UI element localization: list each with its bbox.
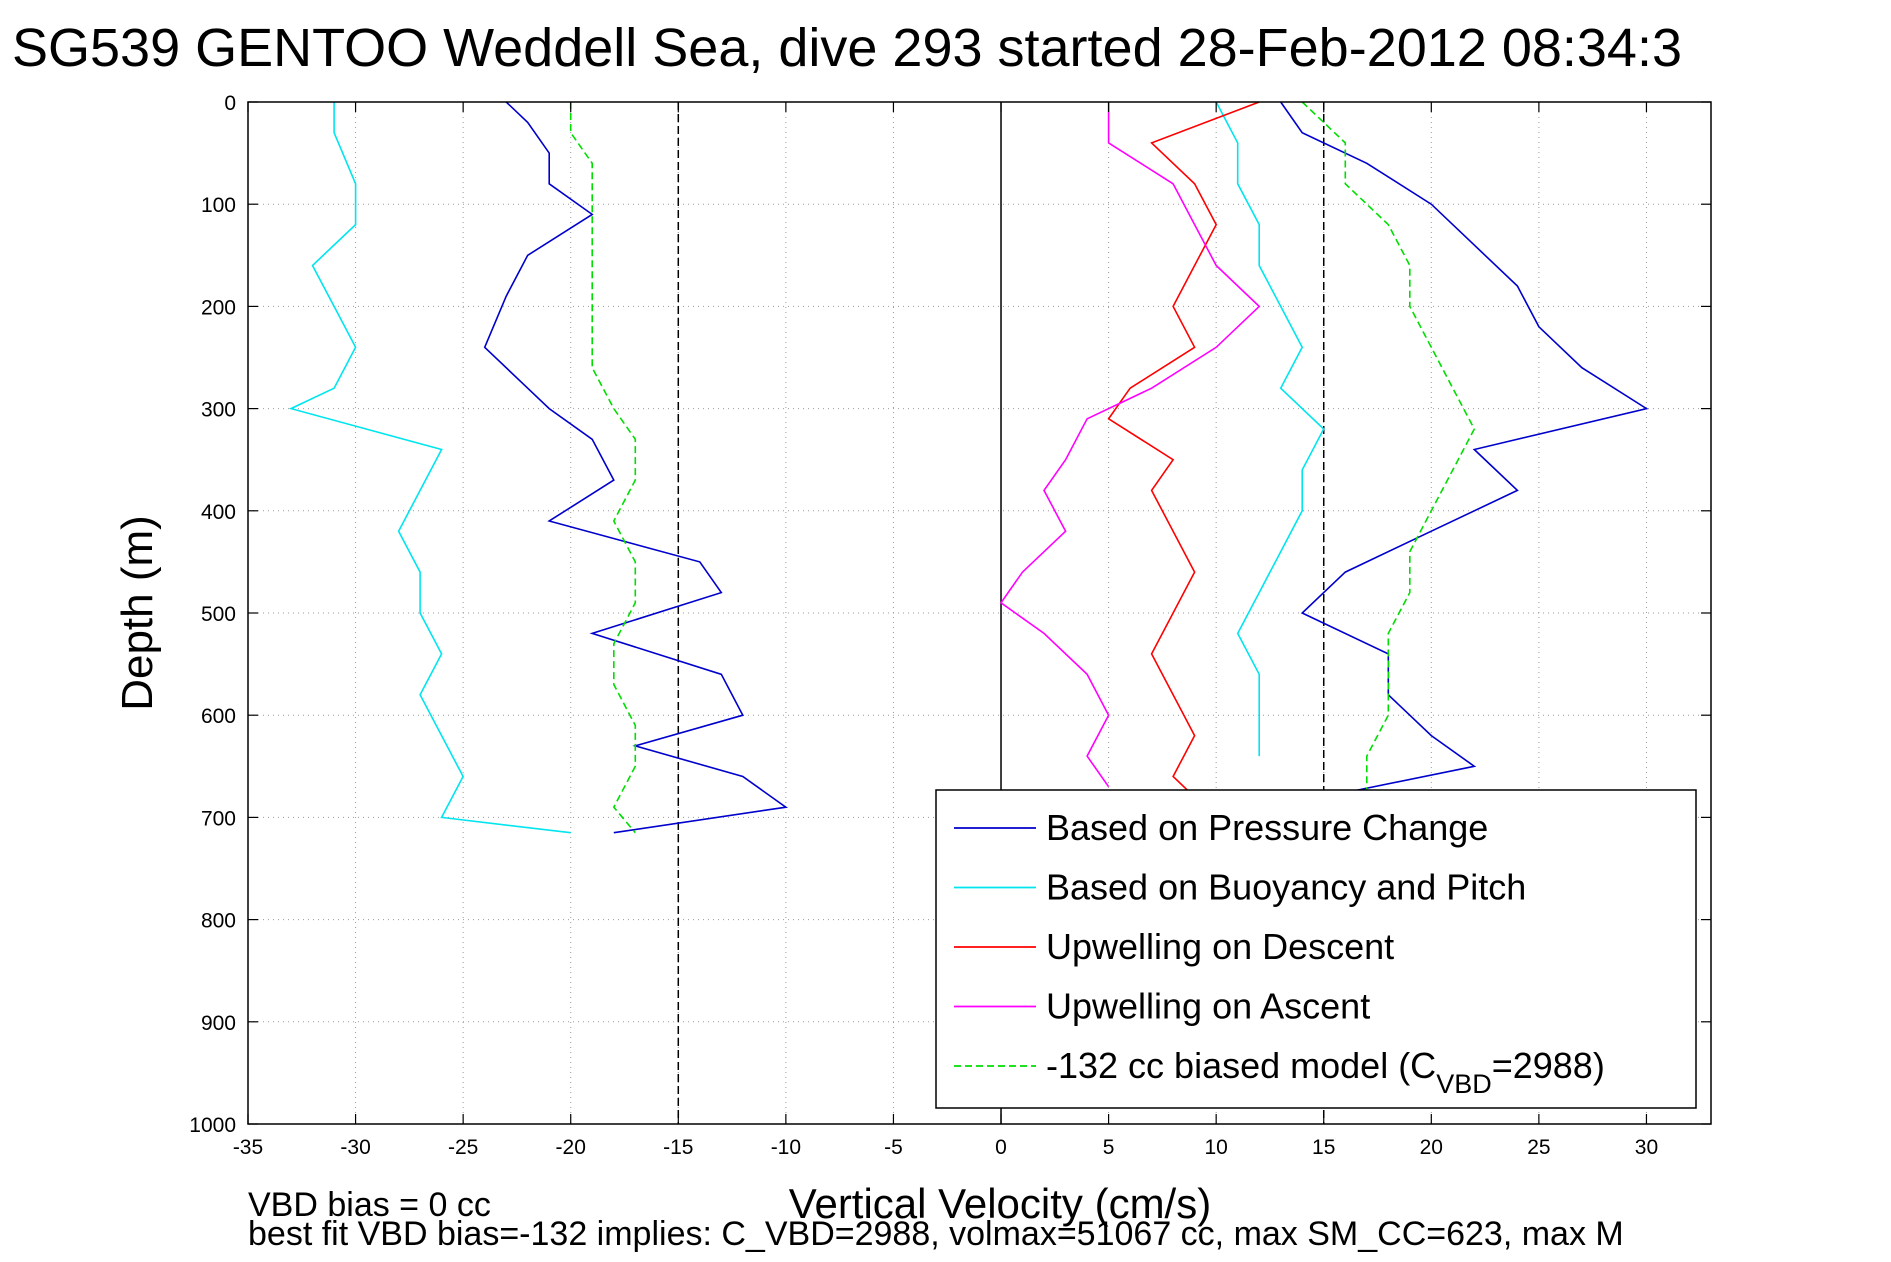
- series-line-5: [1107, 101, 1260, 798]
- y-tick-label: 700: [201, 807, 236, 830]
- legend-box: [935, 789, 1697, 1109]
- series-line-8: [1301, 101, 1476, 797]
- y-tick-label: 100: [201, 194, 236, 217]
- legend-label: Based on Buoyancy and Pitch: [1046, 867, 1526, 908]
- annotations: Vertical Velocity (cm/s) VBD bias = 0 cc…: [113, 515, 1624, 1253]
- y-tick-label: 1000: [189, 1114, 236, 1137]
- y-tick-label: 900: [201, 1012, 236, 1035]
- y-tick-label: 200: [201, 296, 236, 319]
- x-tick-label: -15: [663, 1136, 693, 1159]
- legend: Based on Pressure Change Based on Buoyanc…: [935, 789, 1697, 1109]
- series-line-1: [483, 101, 788, 834]
- x-tick-label: -5: [884, 1136, 903, 1159]
- x-tick-label: -30: [340, 1136, 370, 1159]
- y-axis-label: Depth (m): [113, 515, 162, 711]
- x-tick-label: -25: [448, 1136, 478, 1159]
- legend-label: Upwelling on Descent: [1046, 926, 1394, 967]
- series-line-7: [569, 102, 637, 834]
- x-tick-label: 30: [1635, 1136, 1658, 1159]
- chart-title: SG539 GENTOO Weddell Sea, dive 293 start…: [12, 18, 1682, 78]
- x-tick-label: 10: [1204, 1136, 1227, 1159]
- series-line-3: [288, 102, 571, 834]
- y-tick-label: 800: [201, 910, 236, 933]
- series-line-4: [1215, 101, 1325, 757]
- legend-label: Based on Pressure Change: [1046, 807, 1488, 848]
- series-line-6: [999, 102, 1261, 788]
- legend-label: Upwelling on Ascent: [1046, 986, 1370, 1027]
- y-tick-label: 400: [201, 501, 236, 524]
- x-tick-label: 0: [995, 1136, 1007, 1159]
- x-tick-label: -20: [556, 1136, 586, 1159]
- x-tick-label: -35: [233, 1136, 263, 1159]
- y-tick-label: 500: [201, 603, 236, 626]
- x-tick-label: -10: [771, 1136, 801, 1159]
- x-tick-label: 15: [1312, 1136, 1335, 1159]
- annotation-vbd-bias: VBD bias = 0 cc: [248, 1186, 491, 1224]
- x-tick-label: 20: [1420, 1136, 1443, 1159]
- x-axis-label: Vertical Velocity (cm/s): [789, 1180, 1211, 1227]
- x-tick-label: 5: [1103, 1136, 1115, 1159]
- y-tick-label: 300: [201, 399, 236, 422]
- y-tick-label: 0: [224, 92, 236, 115]
- x-tick-label: 25: [1527, 1136, 1550, 1159]
- annotation-best-fit: best fit VBD bias=-132 implies: C_VBD=29…: [248, 1215, 1624, 1253]
- y-tick-label: 600: [201, 705, 236, 728]
